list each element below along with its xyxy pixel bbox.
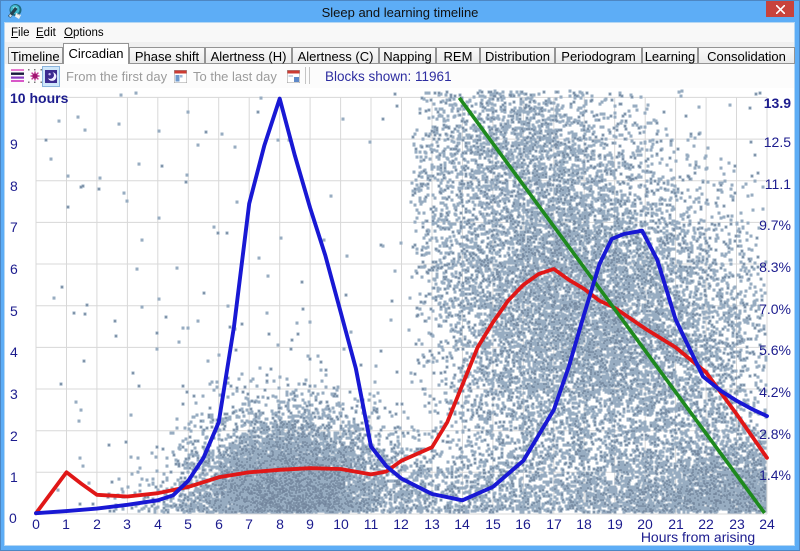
svg-text:21: 21: [668, 516, 684, 532]
svg-text:8: 8: [276, 516, 284, 532]
svg-text:5.6%: 5.6%: [759, 342, 791, 358]
svg-text:13.9: 13.9: [764, 95, 791, 111]
svg-text:2: 2: [10, 428, 18, 444]
svg-text:12.5: 12.5: [764, 134, 791, 150]
svg-text:0: 0: [32, 516, 40, 532]
svg-text:9: 9: [306, 516, 314, 532]
svg-text:8: 8: [10, 178, 18, 194]
svg-text:13: 13: [424, 516, 440, 532]
svg-text:1.4%: 1.4%: [759, 467, 791, 483]
svg-text:9.7%: 9.7%: [759, 217, 791, 233]
svg-text:10: 10: [333, 516, 349, 532]
svg-text:4.2%: 4.2%: [759, 384, 791, 400]
svg-text:7: 7: [245, 516, 253, 532]
svg-text:4: 4: [154, 516, 162, 532]
svg-text:1: 1: [10, 469, 18, 485]
svg-text:7.0%: 7.0%: [759, 301, 791, 317]
svg-text:19: 19: [607, 516, 623, 532]
svg-text:5: 5: [10, 303, 18, 319]
svg-text:10 hours: 10 hours: [10, 90, 69, 106]
svg-text:6: 6: [10, 261, 18, 277]
svg-text:20: 20: [637, 516, 653, 532]
svg-text:3: 3: [123, 516, 131, 532]
svg-text:12: 12: [393, 516, 409, 532]
svg-text:24: 24: [759, 516, 775, 532]
svg-text:Hours from arising: Hours from arising: [641, 529, 755, 545]
svg-text:17: 17: [546, 516, 562, 532]
svg-text:18: 18: [576, 516, 592, 532]
svg-text:23: 23: [729, 516, 745, 532]
svg-text:7: 7: [10, 219, 18, 235]
svg-text:16: 16: [515, 516, 531, 532]
svg-text:11: 11: [364, 516, 379, 532]
svg-text:5: 5: [184, 516, 192, 532]
svg-text:14: 14: [454, 516, 470, 532]
svg-text:11.1: 11.1: [765, 176, 791, 192]
svg-text:4: 4: [10, 344, 18, 360]
svg-text:6: 6: [215, 516, 223, 532]
svg-text:9: 9: [10, 136, 18, 152]
svg-text:8.3%: 8.3%: [759, 259, 791, 275]
svg-text:1: 1: [62, 516, 70, 532]
svg-text:3: 3: [10, 386, 18, 402]
svg-text:0: 0: [9, 510, 17, 526]
svg-text:22: 22: [698, 516, 714, 532]
svg-text:2: 2: [93, 516, 101, 532]
svg-text:2.8%: 2.8%: [759, 426, 791, 442]
svg-text:15: 15: [485, 516, 501, 532]
